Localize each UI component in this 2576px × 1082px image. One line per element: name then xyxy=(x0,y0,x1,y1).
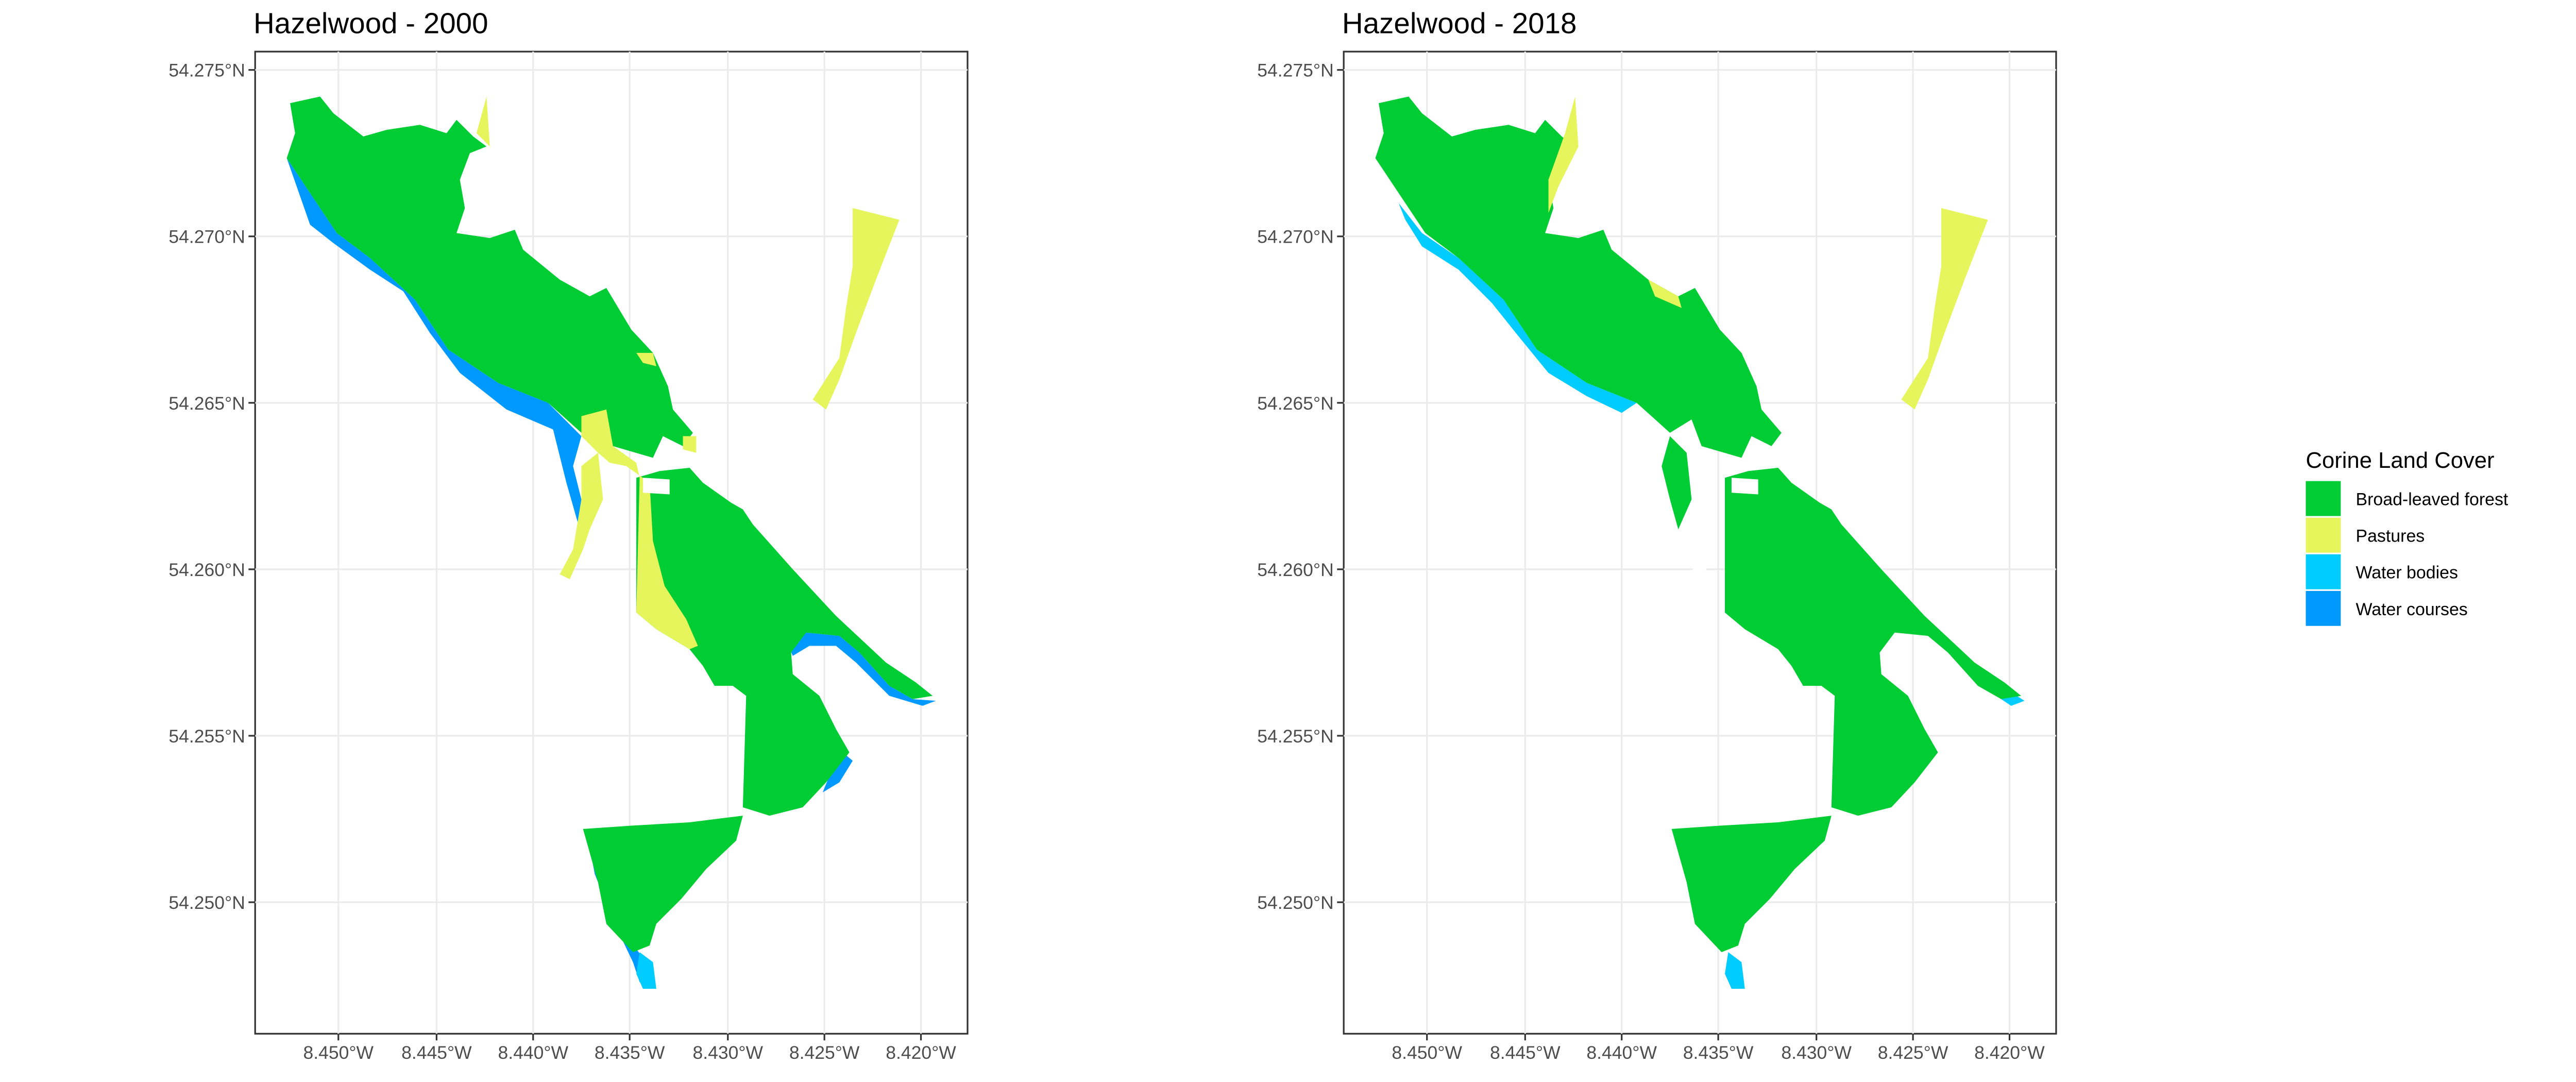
x-tick-label: 8.450°W xyxy=(303,1042,374,1063)
x-tick-label: 8.440°W xyxy=(498,1042,568,1063)
map-title: Hazelwood - 2018 xyxy=(1342,7,1577,40)
legend-item: Broad-leaved forest xyxy=(2306,481,2509,516)
map-title: Hazelwood - 2000 xyxy=(253,7,488,40)
x-tick-label: 8.450°W xyxy=(1392,1042,1462,1063)
legend-label: Water bodies xyxy=(2355,563,2458,583)
legend-swatch xyxy=(2306,590,2341,626)
x-tick-label: 8.445°W xyxy=(1490,1042,1561,1063)
x-tick-label: 8.435°W xyxy=(1683,1042,1754,1063)
x-tick-label: 8.430°W xyxy=(1781,1042,1852,1063)
legend-label: Pastures xyxy=(2355,527,2425,546)
y-tick-label: 54.250°N xyxy=(168,892,245,913)
legend-label: Water courses xyxy=(2355,600,2467,619)
clearings xyxy=(643,478,670,495)
legend-swatch xyxy=(2306,554,2341,589)
water-bodies-polygons xyxy=(636,952,656,989)
y-axis-labels: 54.275°N 54.270°N 54.265°N 54.260°N 54.255°N… xyxy=(1257,60,1344,913)
x-axis: 8.450°W 8.445°W 8.440°W 8.435°W 8.430°W 8.425… xyxy=(1392,1034,2045,1063)
y-axis-labels: 54.275°N 54.270°N 54.265°N 54.260°N 54.255°N… xyxy=(168,60,245,913)
y-tick-label: 54.275°N xyxy=(1257,60,1333,81)
graticule xyxy=(1344,52,2056,1034)
legend-swatch xyxy=(2306,517,2341,553)
y-tick-label: 54.265°N xyxy=(168,393,245,414)
map-polygons xyxy=(286,96,936,989)
x-tick-label: 8.420°W xyxy=(1974,1042,2045,1063)
x-axis: 8.450°W 8.445°W 8.440°W 8.435°W 8.430°W 8.425… xyxy=(303,1034,956,1063)
map-panel-2000: Hazelwood - 2000 xyxy=(168,7,969,1063)
legend-item: Water bodies xyxy=(2306,554,2458,589)
x-tick-label: 8.430°W xyxy=(692,1042,763,1063)
y-tick-label: 54.255°N xyxy=(1257,726,1333,747)
x-tick-label: 8.420°W xyxy=(886,1042,956,1063)
y-tick-label: 54.265°N xyxy=(1257,393,1333,414)
x-tick-label: 8.445°W xyxy=(401,1042,472,1063)
x-tick-label: 8.425°W xyxy=(1878,1042,1948,1063)
legend-label: Broad-leaved forest xyxy=(2355,490,2508,510)
y-tick-label: 54.260°N xyxy=(1257,560,1333,580)
y-tick-label: 54.270°N xyxy=(168,227,245,247)
y-axis xyxy=(248,69,256,903)
legend-title: Corine Land Cover xyxy=(2306,448,2495,473)
legend-item: Pastures xyxy=(2306,517,2425,553)
legend-swatch xyxy=(2306,481,2341,516)
y-tick-label: 54.275°N xyxy=(168,60,245,81)
y-tick-label: 54.250°N xyxy=(1257,892,1333,913)
clearings xyxy=(1691,478,1758,583)
legend: Corine Land Cover Broad-leaved forest Past… xyxy=(2306,448,2509,626)
y-tick-label: 54.260°N xyxy=(168,560,245,580)
pastures-polygons xyxy=(476,96,900,649)
map-polygons xyxy=(1375,96,2025,989)
x-tick-label: 8.440°W xyxy=(1586,1042,1657,1063)
y-tick-label: 54.255°N xyxy=(168,726,245,747)
x-tick-label: 8.435°W xyxy=(595,1042,665,1063)
legend-item: Water courses xyxy=(2306,590,2468,626)
x-tick-label: 8.425°W xyxy=(789,1042,860,1063)
y-tick-label: 54.270°N xyxy=(1257,227,1333,247)
pastures-polygons xyxy=(1548,96,1988,410)
